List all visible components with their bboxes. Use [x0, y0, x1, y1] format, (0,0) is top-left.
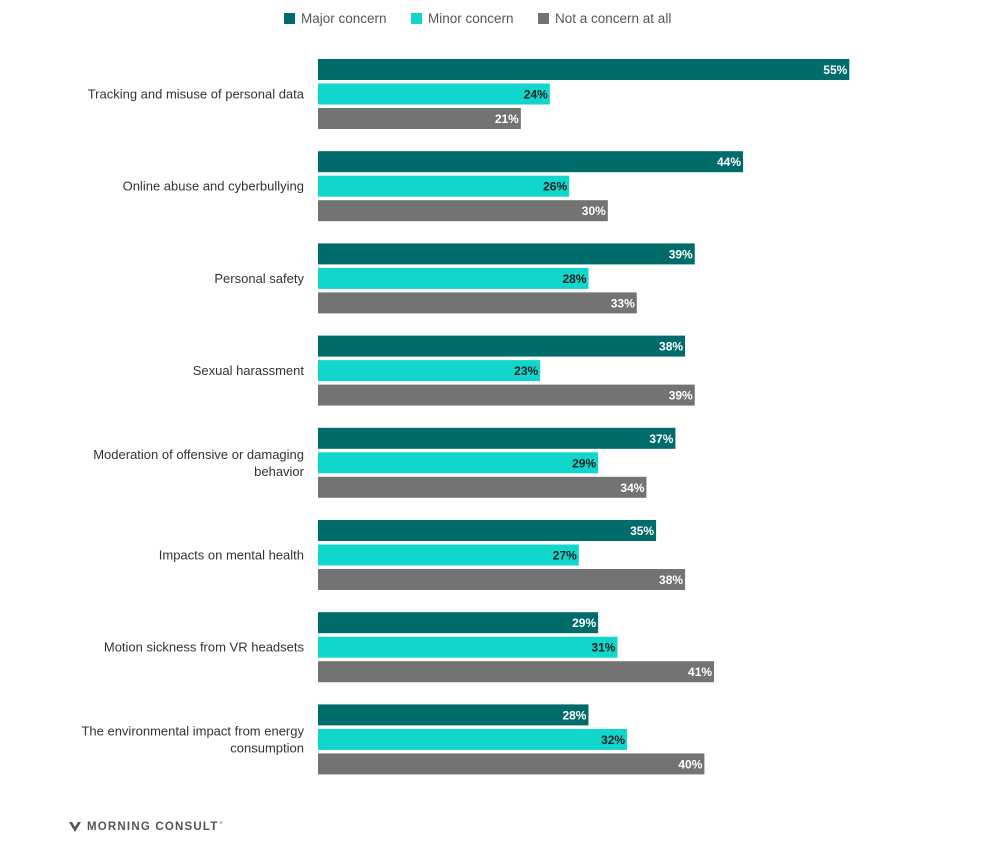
bar-value-label: 37% [649, 432, 673, 446]
bar [318, 612, 599, 634]
bar [318, 83, 550, 105]
legend-swatch-not-concern [538, 12, 549, 24]
bar-value-label: 31% [591, 641, 615, 655]
bar-value-label: 26% [543, 180, 567, 194]
legend-label-major: Major concern [301, 10, 387, 26]
bar-value-label: 33% [611, 296, 635, 310]
bar-chart: Tracking and misuse of personal data 55% 2… [81, 59, 850, 775]
legend-label-not-concern: Not a concern at all [555, 10, 672, 26]
bar [318, 476, 647, 498]
bar [318, 753, 705, 775]
legend-label-minor: Minor concern [428, 10, 514, 26]
bar-value-label: 40% [678, 757, 702, 771]
brand-logo: MORNING CONSULT ˚ [68, 821, 223, 833]
bar-value-label: 38% [659, 573, 683, 587]
legend-item-not-concern: Not a concern at all [538, 8, 671, 28]
bar-value-label: 38% [659, 340, 683, 354]
category-label: Personal safety [214, 271, 304, 286]
bar-value-label: 55% [823, 63, 847, 77]
category-label: Tracking and misuse of personal data [88, 87, 305, 102]
bar [318, 544, 579, 566]
legend-item-minor: Minor concern [411, 8, 514, 28]
bar-value-label: 39% [669, 247, 693, 261]
bar [318, 335, 686, 357]
bar [318, 728, 628, 750]
bar [318, 151, 744, 173]
brand-trademark: ˚ [219, 821, 223, 831]
bar [318, 427, 676, 449]
category-label: Sexual harassment [193, 363, 305, 378]
bar [318, 636, 618, 658]
bar-value-label: 29% [572, 456, 596, 470]
bar [318, 360, 541, 382]
bar [318, 384, 695, 406]
bar [318, 452, 599, 474]
category-label: Impacts on mental health [159, 548, 304, 563]
bar [318, 704, 589, 726]
bar-value-label: 28% [562, 272, 586, 286]
morning-consult-logo-icon [69, 822, 81, 832]
category-label: Moderation of offensive or damaging behav… [93, 447, 304, 479]
bar [318, 267, 589, 289]
bar-value-label: 23% [514, 364, 538, 378]
legend-swatch-major [284, 12, 295, 24]
category-label: Motion sickness from VR headsets [104, 640, 305, 655]
brand-name: MORNING CONSULT [87, 821, 219, 833]
category-label: The environmental impact from energy cons… [81, 723, 304, 755]
legend-swatch-minor [411, 12, 422, 24]
bar-value-label: 21% [495, 112, 519, 126]
bar-value-label: 27% [553, 549, 577, 563]
bar [318, 243, 695, 265]
bar-value-label: 30% [582, 204, 606, 218]
bar-value-label: 35% [630, 524, 654, 538]
category-label: Online abuse and cyberbullying [123, 179, 304, 194]
bar-value-label: 44% [717, 155, 741, 169]
bar-value-label: 29% [572, 616, 596, 630]
bar-value-label: 34% [620, 481, 644, 495]
bar [318, 200, 608, 222]
legend-item-major: Major concern [284, 8, 387, 28]
bar [318, 108, 521, 129]
bar [318, 520, 657, 541]
bar-value-label: 24% [524, 88, 548, 102]
bar-value-label: 28% [562, 708, 586, 722]
bar [318, 175, 570, 197]
bar-value-label: 41% [688, 665, 712, 679]
bar-value-label: 32% [601, 733, 625, 747]
bar [318, 292, 637, 314]
bar-value-label: 39% [669, 389, 693, 403]
chart-legend: Major concern Minor concern Not a concer… [0, 8, 988, 28]
bar [318, 661, 715, 683]
bar [318, 569, 686, 590]
bar [318, 59, 850, 80]
